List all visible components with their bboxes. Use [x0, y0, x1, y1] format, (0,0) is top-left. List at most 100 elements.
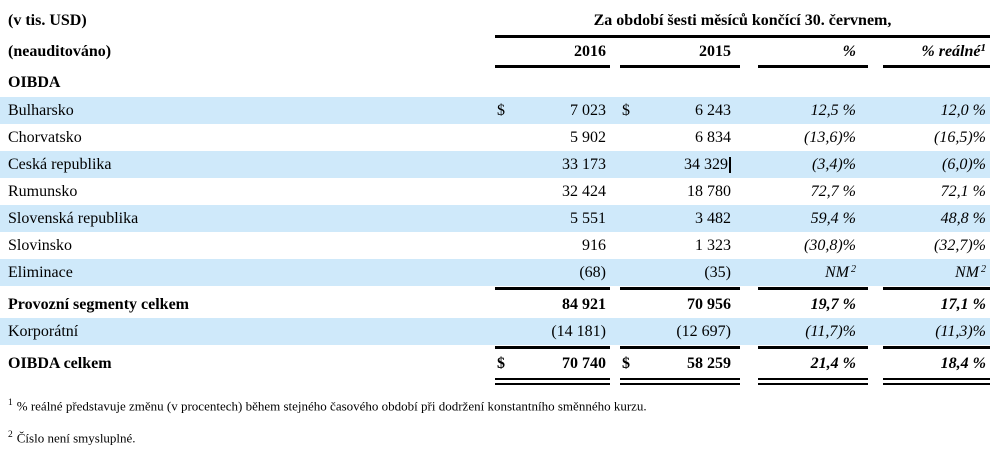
value-pct-real: 18,4 %	[940, 355, 986, 372]
footnote-1: 1% reálné představuje změnu (v procentec…	[8, 398, 647, 414]
double-rule	[758, 378, 868, 385]
header-rule	[0, 35, 990, 38]
section-title: OIBDA	[8, 74, 61, 91]
value-2015: 18 780	[687, 183, 731, 200]
col-header-2015: 2015	[699, 43, 731, 60]
horizontal-rule	[495, 287, 610, 290]
row-label: Rumunsko	[8, 183, 78, 200]
value-pct: (30,8)%	[804, 237, 856, 254]
value-pct: NM 2	[825, 264, 856, 281]
horizontal-rule	[883, 65, 990, 68]
value-pct: 19,7 %	[810, 296, 856, 313]
table-row-provozni-segmenty-celkem: Provozní segmenty celkem 84 921 70 956 1…	[0, 291, 990, 318]
value-pct: (13,6)%	[804, 129, 856, 146]
table-row-chorvatsko: Chorvatsko 5 902 6 834 (13,6)% (16,5)%	[0, 124, 990, 151]
footnote-ref-1: 1	[980, 42, 987, 54]
value-2015: $58 259	[620, 350, 740, 377]
currency-symbol: $	[497, 355, 505, 372]
value-pct: 12,5 %	[810, 102, 856, 119]
table-row-slovinsko: Slovinsko 916 1 323 (30,8)% (32,7)%	[0, 232, 990, 259]
value-2015: $6 243	[620, 97, 740, 124]
value-2015: (12 697)	[676, 323, 731, 340]
table-header-row-1: (v tis. USD) Za období šesti měsíců konč…	[0, 8, 990, 34]
footnote-1-marker: 1	[8, 398, 13, 408]
horizontal-rule	[620, 346, 740, 349]
section-header-row: OIBDA	[0, 69, 990, 97]
footnote-ref-2: 2	[981, 264, 986, 275]
audit-note: (neauditováno)	[8, 43, 112, 60]
value-pct-real: NM 2	[955, 264, 986, 281]
value-2016: 33 173	[562, 156, 606, 173]
value-2016: (68)	[579, 264, 606, 281]
row-label: Provozní segmenty celkem	[8, 296, 189, 313]
footnote-2-marker: 2	[8, 430, 13, 441]
horizontal-rule	[758, 287, 868, 290]
value-pct: (11,7)%	[805, 323, 856, 340]
grand-total-rules	[0, 378, 990, 385]
row-label: Korporátní	[8, 323, 79, 340]
row-label: OIBDA celkem	[8, 355, 112, 372]
value-2015: 3 482	[695, 210, 731, 227]
value-2015: 70 956	[687, 296, 731, 313]
subtotal-rules	[0, 287, 990, 290]
horizontal-rule	[758, 346, 868, 349]
period-header: Za období šesti měsíců končící 30. červn…	[593, 12, 892, 29]
value-pct-real: 12,0 %	[940, 102, 986, 119]
table-row-rumunsko: Rumunsko 32 424 18 780 72,7 % 72,1 %	[0, 178, 990, 205]
horizontal-rule	[620, 287, 740, 290]
value-2016: 5 551	[570, 210, 606, 227]
currency-symbol: $	[497, 102, 505, 119]
horizontal-rule	[495, 346, 610, 349]
row-label: Ceská republika	[8, 156, 112, 173]
value-pct: (3,4)%	[812, 156, 856, 173]
table-row-eliminace: Eliminace (68) (35) NM 2 NM 2	[0, 259, 990, 286]
value-pct-real: (11,3)%	[935, 323, 986, 340]
value-2016: 5 902	[570, 129, 606, 146]
footnote-2-text: Číslo není smysluplné.	[16, 430, 136, 446]
total-rules	[0, 346, 990, 349]
table-row-slovenska-republika: Slovenská republika 5 551 3 482 59,4 % 4…	[0, 205, 990, 232]
value-pct-real: (32,7)%	[934, 237, 986, 254]
oibda-table: (v tis. USD) Za období šesti měsíců konč…	[0, 8, 990, 385]
double-rule	[883, 378, 990, 385]
table-row-oibda-celkem: OIBDA celkem $70 740 $58 259 21,4 % 18,4…	[0, 350, 990, 377]
unit-note: (v tis. USD)	[8, 12, 87, 29]
currency-symbol: $	[622, 102, 630, 119]
value-pct-real: (6,0)%	[942, 156, 986, 173]
col-header-2016: 2016	[574, 43, 606, 60]
horizontal-rule	[620, 65, 740, 68]
table-row-ceska-republika: Ceská republika 33 173 34 329 (3,4)% (6,…	[0, 151, 990, 178]
column-rules	[0, 65, 990, 68]
table-row-bulharsko: Bulharsko $7 023 $6 243 12,5 % 12,0 %	[0, 97, 990, 124]
footnote-ref-2: 2	[851, 264, 856, 275]
horizontal-rule	[758, 65, 868, 68]
value-2016: 32 424	[562, 183, 606, 200]
table-row-korporatni: Korporátní (14 181) (12 697) (11,7)% (11…	[0, 318, 990, 345]
col-header-pct-real: % reálné 1	[921, 42, 987, 61]
value-2015: 6 834	[695, 129, 731, 146]
currency-symbol: $	[622, 355, 630, 372]
value-pct: 72,7 %	[810, 183, 856, 200]
row-label: Slovinsko	[8, 237, 73, 254]
double-rule	[495, 378, 610, 385]
value-2016: $7 023	[495, 97, 610, 124]
col-header-pct: %	[842, 43, 856, 60]
value-2015: (35)	[704, 264, 731, 281]
value-2015: 34 329	[620, 151, 740, 178]
row-label: Slovenská republika	[8, 210, 139, 227]
horizontal-rule	[495, 35, 990, 38]
table-header-row-2: (neauditováno) 2016 2015 % % reálné 1	[0, 40, 990, 64]
row-label: Bulharsko	[8, 102, 74, 119]
row-label: Chorvatsko	[8, 129, 82, 146]
horizontal-rule	[883, 346, 990, 349]
double-rule	[620, 378, 740, 385]
footnotes: 1% reálné představuje změnu (v procentec…	[8, 398, 647, 463]
value-pct: 21,4 %	[810, 355, 856, 372]
footnote-2: 2 Číslo není smysluplné.	[8, 430, 647, 446]
value-2016: $70 740	[495, 350, 610, 377]
horizontal-rule	[495, 65, 610, 68]
value-2016: 916	[582, 237, 606, 254]
value-2015: 1 323	[695, 237, 731, 254]
value-pct-real: 48,8 %	[940, 210, 986, 227]
